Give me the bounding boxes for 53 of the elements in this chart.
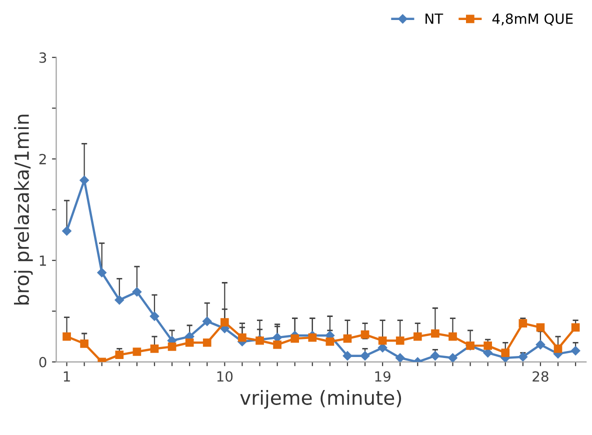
point [413, 332, 422, 341]
x-tick-label: 19 [375, 371, 390, 382]
point [326, 337, 334, 346]
legend-label: 4,8mM QUE [492, 13, 573, 26]
legend-label: NT [426, 14, 444, 24]
point [290, 334, 300, 343]
point [168, 342, 176, 351]
point [202, 316, 212, 326]
y-tick-label: 2 [39, 154, 46, 164]
point [80, 176, 89, 185]
point [273, 340, 282, 349]
point [62, 332, 71, 341]
point [554, 344, 562, 353]
point [536, 340, 546, 350]
point [80, 339, 88, 348]
point [202, 338, 212, 347]
y-tick-label: 0 [39, 356, 46, 368]
point [114, 295, 124, 305]
point [378, 343, 388, 352]
point [132, 287, 142, 297]
point [342, 351, 352, 360]
point [97, 268, 106, 278]
point [150, 312, 160, 321]
y-tick-label: 1 [40, 256, 46, 266]
y-tick-label: 3 [39, 52, 46, 63]
point [360, 351, 370, 360]
point [238, 333, 246, 342]
point [430, 351, 440, 360]
point [431, 329, 440, 338]
x-tick-label: 10 [217, 371, 233, 382]
point [570, 346, 580, 356]
point [115, 350, 124, 359]
point [308, 333, 317, 342]
y-axis-title: broj prelazaka/1min [14, 114, 33, 304]
point [518, 352, 528, 362]
point [378, 336, 387, 345]
point [220, 318, 229, 326]
point [484, 342, 492, 350]
point [343, 334, 352, 343]
point [448, 332, 457, 341]
point [571, 323, 580, 332]
point [185, 338, 194, 347]
point [395, 353, 405, 362]
x-tick-label: 1 [64, 371, 70, 382]
point [132, 348, 142, 356]
point [62, 226, 72, 236]
x-axis-title: vrijeme (minute) [240, 390, 402, 409]
point [518, 319, 528, 328]
point [150, 344, 159, 353]
x-tick-label: 28 [532, 371, 548, 382]
point [396, 336, 404, 345]
point [501, 348, 510, 357]
point [448, 353, 458, 362]
